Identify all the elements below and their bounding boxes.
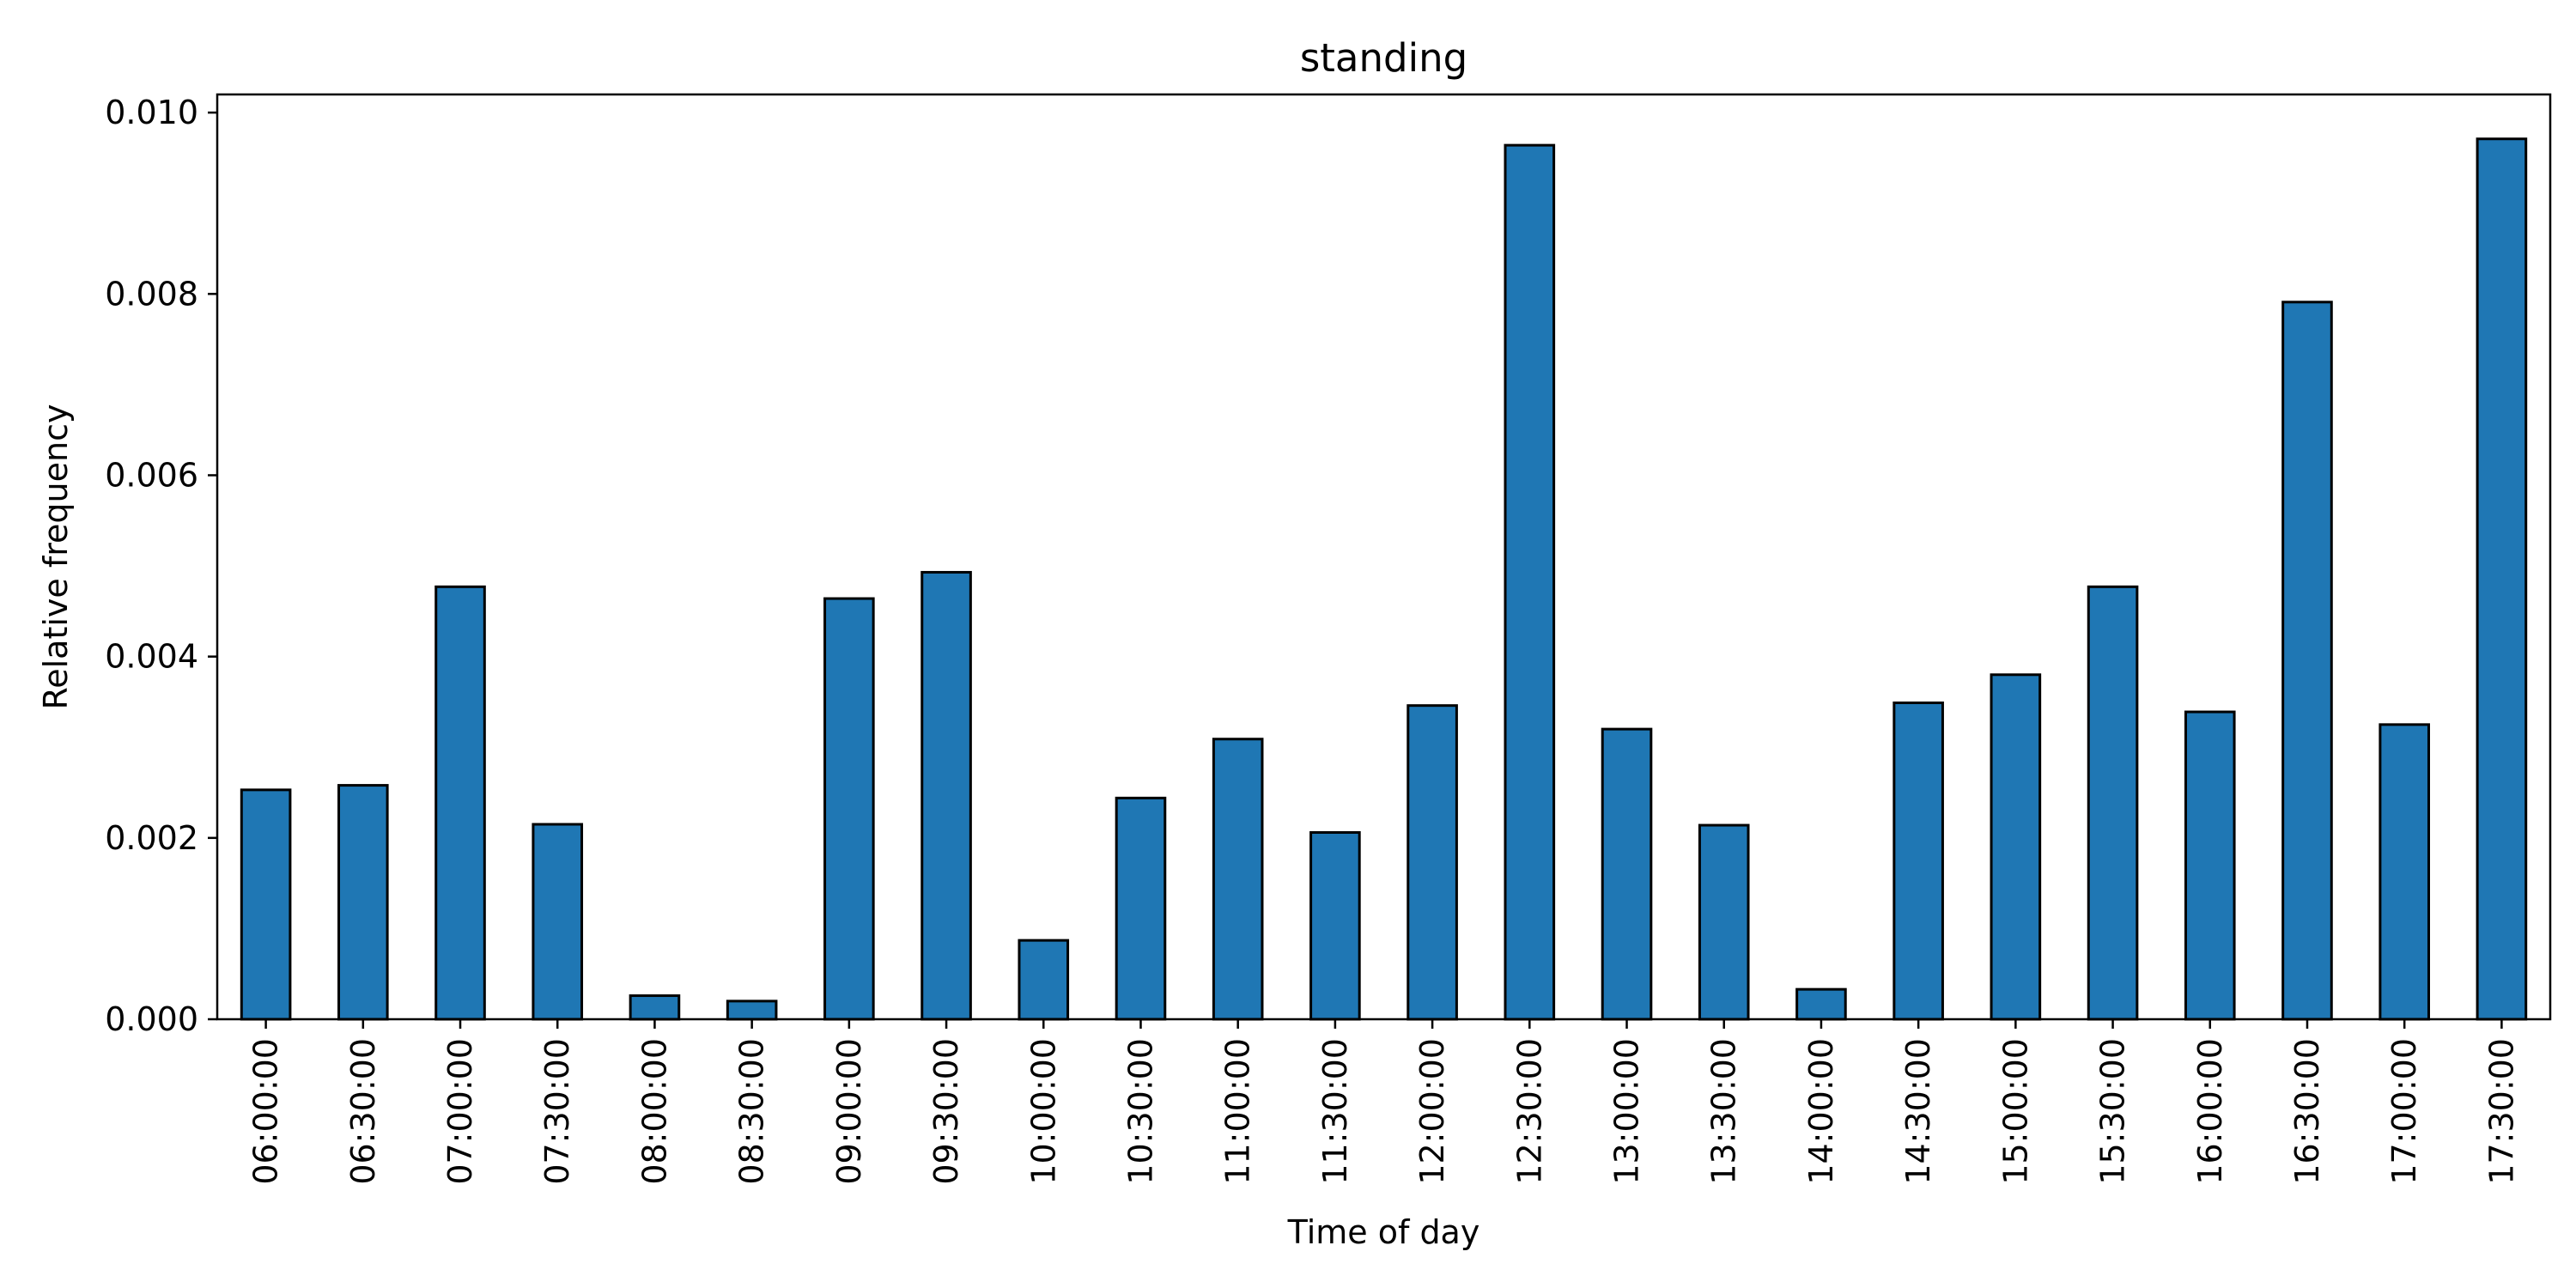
bar	[1018, 939, 1070, 1021]
x-tick-label: 10:00:00	[1024, 1038, 1062, 1185]
y-tick-label: 0.010	[105, 94, 198, 131]
bar	[2476, 137, 2528, 1021]
x-tick-label: 14:00:00	[1802, 1038, 1840, 1185]
y-tick-label: 0.004	[105, 638, 198, 676]
y-tick-label: 0.000	[105, 1000, 198, 1038]
x-axis-label: Time of day	[1287, 1213, 1480, 1251]
x-tick-label: 09:00:00	[830, 1038, 868, 1185]
plot-frame	[216, 93, 2552, 1021]
x-tick-label: 10:30:00	[1121, 1038, 1159, 1185]
bar	[434, 585, 486, 1021]
x-tick-label: 11:30:00	[1316, 1038, 1354, 1185]
bar	[1601, 727, 1653, 1021]
bar	[240, 788, 292, 1021]
bar	[920, 570, 972, 1021]
chart-title: standing	[1300, 35, 1467, 81]
x-tick-label: 17:30:00	[2482, 1038, 2520, 1185]
x-tick-label: 16:30:00	[2288, 1038, 2326, 1185]
bar	[1115, 796, 1167, 1021]
bar	[337, 784, 389, 1021]
bar	[1406, 704, 1458, 1021]
bar	[2379, 723, 2430, 1021]
bar	[629, 994, 681, 1021]
x-tick-label: 09:30:00	[927, 1038, 965, 1185]
x-tick-label: 13:00:00	[1608, 1038, 1646, 1185]
y-axis-label: Relative frequency	[37, 404, 75, 710]
x-tick-label: 07:30:00	[538, 1038, 576, 1185]
x-tick-label: 15:30:00	[2094, 1038, 2132, 1185]
bar	[1795, 987, 1847, 1021]
bar	[823, 597, 875, 1021]
x-tick-label: 08:00:00	[635, 1038, 673, 1185]
bar	[726, 999, 778, 1021]
y-tick-label: 0.008	[105, 275, 198, 313]
bar	[2184, 710, 2236, 1021]
x-tick-label: 08:30:00	[733, 1038, 771, 1185]
bar	[2281, 301, 2333, 1021]
x-tick-label: 06:30:00	[344, 1038, 382, 1185]
x-tick-label: 17:00:00	[2385, 1038, 2423, 1185]
y-tick-label: 0.002	[105, 819, 198, 857]
bar	[1504, 143, 1556, 1021]
x-tick-label: 06:00:00	[247, 1038, 285, 1185]
bar	[1990, 673, 2042, 1021]
y-tick-label: 0.006	[105, 456, 198, 494]
x-tick-label: 12:00:00	[1413, 1038, 1451, 1185]
bar	[1212, 738, 1264, 1021]
x-tick-label: 13:30:00	[1705, 1038, 1743, 1185]
x-tick-label: 12:30:00	[1510, 1038, 1548, 1185]
bar	[2087, 585, 2139, 1021]
bar	[1893, 701, 1944, 1021]
bar	[1698, 823, 1750, 1021]
x-tick-label: 11:00:00	[1219, 1038, 1257, 1185]
x-tick-label: 16:00:00	[2191, 1038, 2229, 1185]
bar	[532, 823, 584, 1021]
x-tick-label: 14:30:00	[1899, 1038, 1937, 1185]
bar	[1309, 830, 1361, 1021]
x-tick-label: 15:00:00	[1996, 1038, 2034, 1185]
x-tick-label: 07:00:00	[441, 1038, 479, 1185]
x-axis: 06:00:00 06:30:00 07:00:00 07:30:00 08:00:00…	[247, 1019, 2520, 1185]
y-axis: 0.000 0.002 0.004 0.006 0.008 0.010	[105, 94, 217, 1038]
bars-group	[240, 137, 2528, 1021]
